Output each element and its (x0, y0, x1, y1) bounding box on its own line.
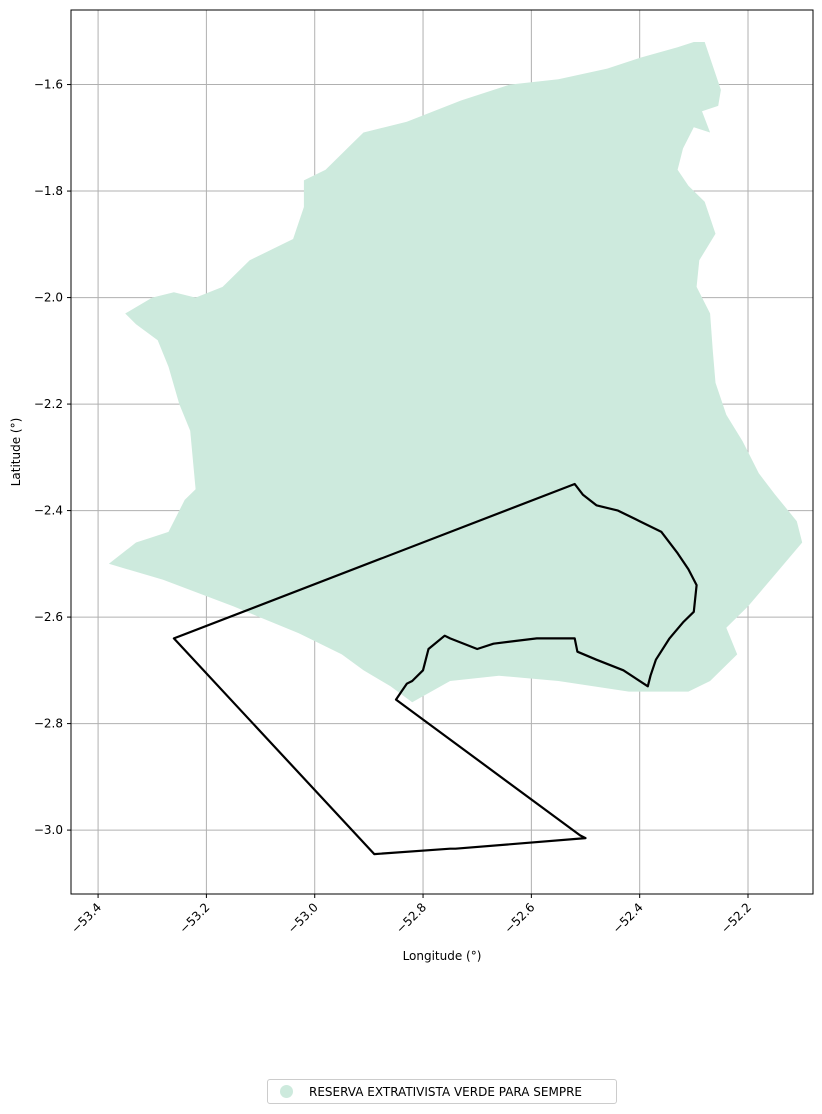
y-tick-label: −2.8 (34, 717, 63, 731)
y-axis-label: Latitude (°) (9, 418, 23, 487)
legend: RESERVA EXTRATIVISTA VERDE PARA SEMPRE (267, 1079, 617, 1104)
x-tick-label: −52.4 (610, 900, 646, 936)
y-tick-label: −2.4 (34, 504, 63, 518)
plot-frame (70, 9, 814, 895)
boundary-outline (172, 482, 698, 856)
map-layers (108, 42, 803, 856)
y-tick-label: −3.0 (34, 823, 63, 837)
x-tick-label: −53.0 (285, 900, 321, 936)
legend-marker-icon (280, 1085, 293, 1098)
x-axis-label: Longitude (°) (403, 949, 482, 963)
y-tick-label: −1.6 (34, 78, 63, 92)
legend-label: RESERVA EXTRATIVISTA VERDE PARA SEMPRE (309, 1084, 582, 1099)
x-tick-label: −52.2 (718, 900, 754, 936)
x-axis-ticks: −53.4 −53.2 −53.0 −52.8 −52.6 −52.4 −52.2 (68, 894, 754, 936)
x-tick-label: −52.8 (393, 900, 429, 936)
x-tick-label: −52.6 (502, 900, 538, 936)
y-axis-ticks: −1.6 −1.8 −2.0 −2.2 −2.4 −2.6 −2.8 −3.0 (34, 78, 71, 837)
y-tick-label: −2.6 (34, 610, 63, 624)
y-tick-label: −2.0 (34, 291, 63, 305)
y-tick-label: −1.8 (34, 184, 63, 198)
x-tick-label: −53.4 (68, 900, 104, 936)
x-tick-label: −53.2 (177, 900, 213, 936)
y-tick-label: −2.2 (34, 397, 63, 411)
reserve-area-polygon (108, 42, 803, 703)
